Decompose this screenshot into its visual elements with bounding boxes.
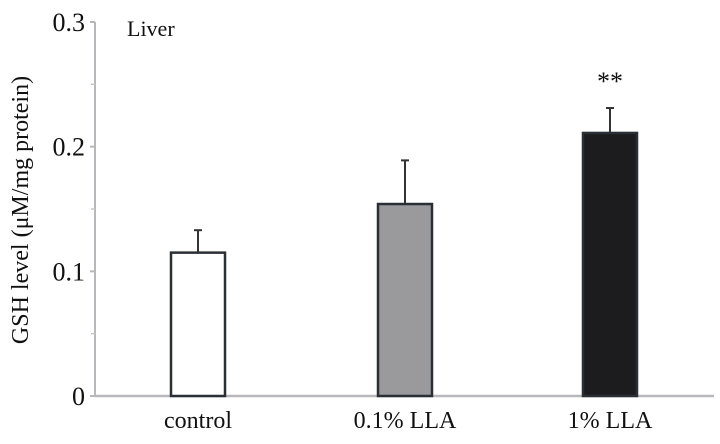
bar (581, 131, 639, 398)
chart-title: Liver (127, 16, 175, 41)
x-tick-label: 0.1% LLA (354, 408, 457, 434)
y-axis-label: GSH level (μM/mg protein) (8, 76, 34, 344)
y-tick-label: 0 (72, 382, 85, 411)
x-tick-label: 1% LLA (568, 408, 653, 434)
significance-label: ** (597, 67, 623, 96)
y-tick-label: 0.1 (53, 257, 86, 286)
y-tick-label: 0.2 (53, 133, 86, 162)
bar (169, 251, 227, 398)
bar (376, 202, 434, 398)
y-tick-label: 0.3 (53, 8, 86, 37)
x-tick-label: control (164, 408, 232, 434)
